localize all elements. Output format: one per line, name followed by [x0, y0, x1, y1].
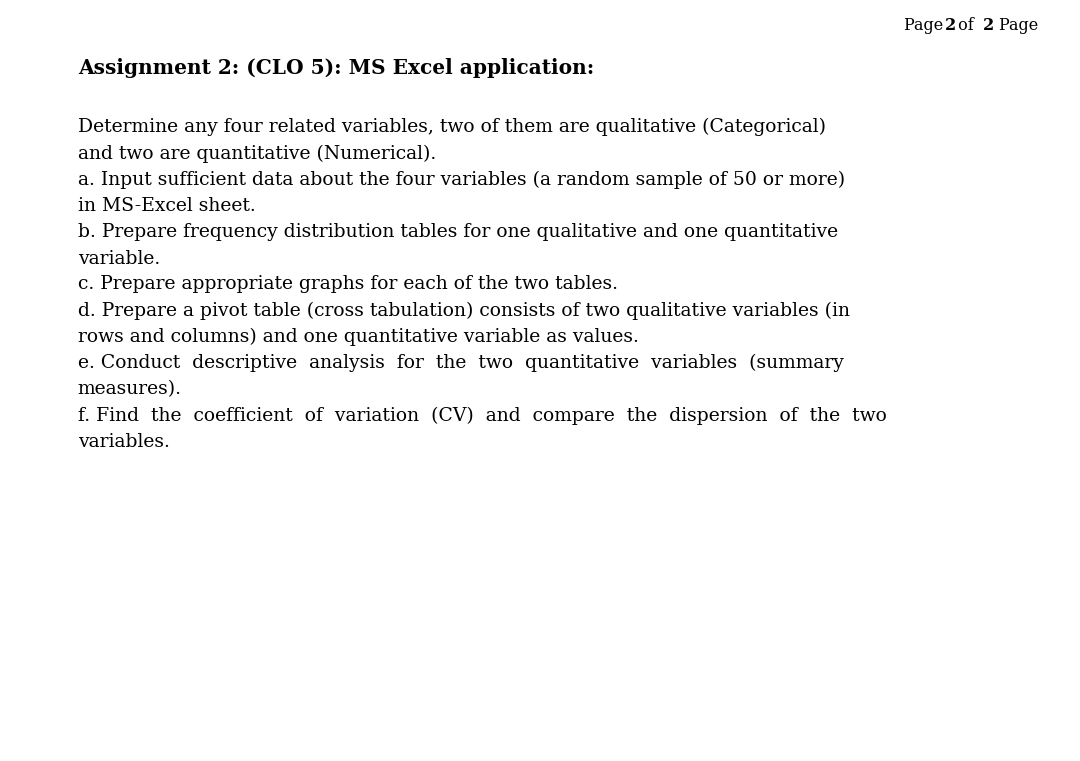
- Text: of: of: [953, 17, 978, 33]
- Text: e. Conduct  descriptive  analysis  for  the  two  quantitative  variables  (summ: e. Conduct descriptive analysis for the …: [78, 354, 843, 372]
- Text: Determine any four related variables, two of them are qualitative (Categorical): Determine any four related variables, tw…: [78, 118, 826, 136]
- Text: b. Prepare frequency distribution tables for one qualitative and one quantitativ: b. Prepare frequency distribution tables…: [78, 223, 838, 241]
- Text: 2: 2: [945, 17, 956, 33]
- Text: a. Input sufficient data about the four variables (a random sample of 50 or more: a. Input sufficient data about the four …: [78, 170, 845, 189]
- Text: rows and columns) and one quantitative variable as values.: rows and columns) and one quantitative v…: [78, 328, 638, 346]
- Text: f. Find  the  coefficient  of  variation  (CV)  and  compare  the  dispersion  o: f. Find the coefficient of variation (CV…: [78, 406, 887, 425]
- Text: c. Prepare appropriate graphs for each of the two tables.: c. Prepare appropriate graphs for each o…: [78, 275, 618, 294]
- Text: variables.: variables.: [78, 433, 170, 451]
- Text: and two are quantitative (Numerical).: and two are quantitative (Numerical).: [78, 145, 436, 163]
- Text: 2: 2: [983, 17, 994, 33]
- Text: d. Prepare a pivot table (cross tabulation) consists of two qualitative variable: d. Prepare a pivot table (cross tabulati…: [78, 301, 850, 320]
- Text: variable.: variable.: [78, 250, 160, 268]
- Text: measures).: measures).: [78, 380, 181, 399]
- Text: Page: Page: [999, 17, 1043, 33]
- Text: Page: Page: [904, 17, 948, 33]
- Text: Assignment 2: (CLO 5): MS Excel application:: Assignment 2: (CLO 5): MS Excel applicat…: [78, 58, 594, 78]
- Text: in MS-Excel sheet.: in MS-Excel sheet.: [78, 197, 256, 215]
